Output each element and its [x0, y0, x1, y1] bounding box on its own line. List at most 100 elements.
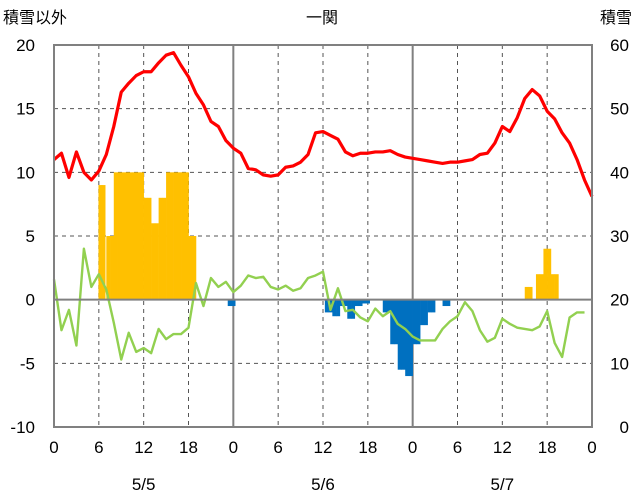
bar: [188, 236, 193, 300]
bar: [365, 299, 371, 304]
bar: [231, 299, 236, 307]
date-label: 5/6: [311, 475, 335, 494]
bar: [132, 172, 137, 300]
bar: [139, 172, 144, 300]
x-tick: 0: [229, 438, 238, 457]
bar: [420, 299, 425, 326]
y-tick-right: 0: [620, 418, 629, 437]
bar: [98, 185, 103, 300]
bar: [539, 274, 544, 300]
bar: [535, 274, 540, 300]
bar: [547, 248, 552, 300]
y-tick-right: 30: [610, 227, 629, 246]
bar: [147, 197, 152, 300]
bar: [143, 197, 148, 300]
bar: [343, 299, 348, 307]
bar: [192, 236, 197, 300]
bar: [177, 172, 182, 300]
bars: [98, 172, 559, 377]
bar: [397, 299, 402, 370]
bar: [336, 299, 341, 317]
bar: [408, 299, 413, 377]
y-tick-left: 0: [26, 291, 35, 310]
x-tick: 0: [49, 438, 58, 457]
bar: [550, 274, 555, 300]
bar: [181, 172, 186, 300]
y-tick-right: 10: [610, 354, 629, 373]
bar: [151, 223, 156, 300]
bar: [354, 299, 359, 307]
bar: [136, 172, 141, 300]
bar: [347, 299, 352, 319]
x-tick: 6: [94, 438, 103, 457]
x-tick: 0: [408, 438, 417, 457]
bar: [101, 185, 106, 300]
bar: [442, 299, 447, 307]
date-label: 5/7: [491, 475, 515, 494]
bar: [169, 172, 174, 300]
bar: [166, 172, 171, 300]
right-axis-label: 積雪: [600, 8, 632, 27]
left-axis-label: 積雪以外: [3, 8, 67, 27]
bar: [554, 274, 559, 300]
y-tick-left: 10: [16, 163, 35, 182]
bar: [382, 299, 387, 313]
bar: [128, 172, 133, 300]
x-tick: 18: [179, 438, 198, 457]
bar: [117, 172, 122, 300]
bar: [427, 299, 432, 313]
y-tick-left: -10: [10, 418, 35, 437]
bar: [405, 299, 410, 377]
bar: [106, 236, 111, 300]
lines: [52, 51, 594, 361]
bar: [416, 299, 421, 345]
y-tick-right: 60: [610, 36, 629, 55]
bar: [524, 286, 529, 300]
bar: [154, 223, 159, 300]
bar: [184, 172, 189, 300]
bar: [528, 286, 533, 300]
y-tick-left: -5: [20, 354, 35, 373]
y-tick-left: 15: [16, 100, 35, 119]
bar: [543, 248, 548, 300]
frame: [53, 44, 593, 428]
bar: [358, 299, 363, 307]
x-tick: 12: [493, 438, 512, 457]
y-tick-right: 50: [610, 100, 629, 119]
bar: [110, 236, 115, 300]
y-tick-right: 40: [610, 163, 629, 182]
bar: [390, 299, 395, 345]
bar: [113, 172, 118, 300]
y-tick-left: 5: [26, 227, 35, 246]
plot-border: [53, 44, 593, 428]
bar: [423, 299, 428, 326]
bar: [227, 299, 232, 307]
green-series-line: [52, 247, 585, 361]
y-tick-left: 20: [16, 36, 35, 55]
bar: [446, 299, 451, 307]
bar: [121, 172, 126, 300]
y-tick-right: 20: [610, 291, 629, 310]
bar: [124, 172, 130, 300]
bar: [401, 299, 406, 370]
red-series-line: [52, 51, 594, 198]
x-tick: 6: [273, 438, 282, 457]
bar: [386, 299, 391, 313]
x-tick: 18: [358, 438, 377, 457]
bar: [431, 299, 436, 313]
x-tick: 0: [587, 438, 596, 457]
bar: [332, 299, 337, 317]
x-tick: 12: [314, 438, 333, 457]
date-label: 5/5: [132, 475, 156, 494]
bar: [412, 299, 417, 345]
bar: [173, 172, 178, 300]
x-tick: 18: [538, 438, 557, 457]
bar: [162, 197, 167, 300]
x-tick: 6: [453, 438, 462, 457]
bar: [362, 299, 367, 304]
bar: [158, 197, 163, 300]
x-tick: 12: [134, 438, 153, 457]
bar: [324, 299, 329, 313]
